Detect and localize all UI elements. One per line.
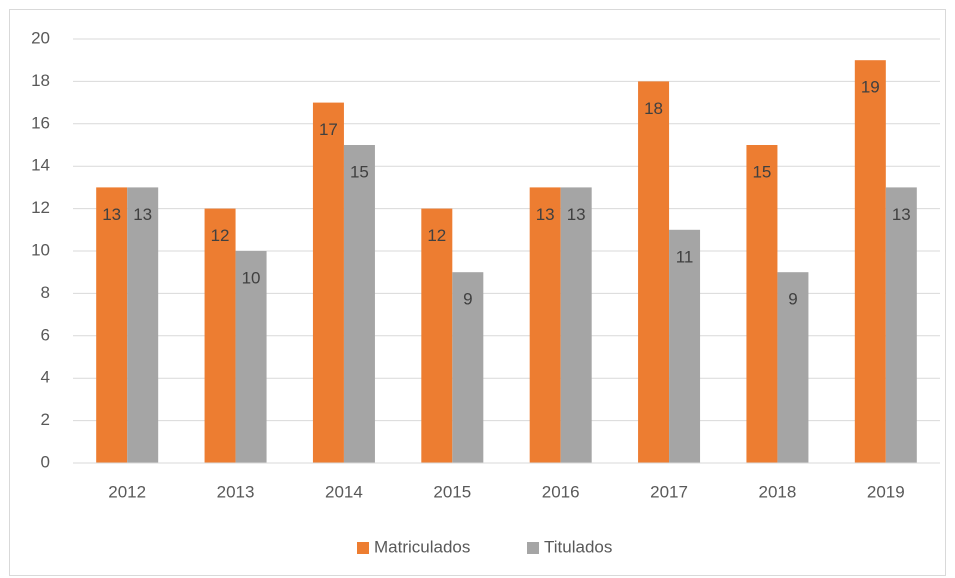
bar	[204, 208, 236, 463]
legend-swatch	[357, 542, 369, 554]
data-label: 11	[676, 247, 694, 266]
data-label: 10	[242, 268, 261, 287]
bar	[529, 187, 561, 463]
y-tick-label: 0	[41, 452, 50, 471]
x-tick-label: 2019	[867, 482, 905, 501]
data-label: 12	[427, 226, 446, 245]
x-tick-label: 2018	[759, 482, 797, 501]
x-tick-label: 2014	[325, 482, 363, 501]
y-tick-label: 4	[41, 368, 50, 387]
y-tick-label: 12	[31, 198, 50, 217]
bar	[638, 81, 670, 464]
y-tick-label: 20	[31, 28, 50, 47]
bar	[885, 187, 917, 463]
x-tick-label: 2015	[433, 482, 471, 501]
data-label: 13	[567, 205, 586, 224]
y-tick-label: 16	[31, 113, 50, 132]
data-label: 9	[788, 290, 797, 309]
y-tick-label: 6	[41, 325, 50, 344]
data-label: 19	[861, 78, 880, 97]
bar	[452, 272, 484, 463]
data-label: 12	[211, 226, 230, 245]
bar	[421, 208, 453, 463]
legend-swatch	[527, 542, 539, 554]
x-tick-label: 2017	[650, 482, 688, 501]
y-tick-label: 8	[41, 283, 50, 302]
bar	[96, 187, 128, 463]
data-label: 13	[133, 205, 152, 224]
data-label: 13	[536, 205, 555, 224]
bar	[669, 229, 701, 463]
bar	[343, 145, 375, 463]
y-tick-label: 10	[31, 240, 50, 259]
bar	[312, 102, 344, 463]
bar	[854, 60, 886, 463]
x-tick-label: 2013	[217, 482, 255, 501]
data-label: 17	[319, 120, 338, 139]
legend-label: Titulados	[544, 537, 612, 556]
data-label: 18	[644, 99, 663, 118]
bar	[560, 187, 592, 463]
bar	[777, 272, 809, 463]
data-label: 15	[752, 162, 771, 181]
y-tick-label: 18	[31, 71, 50, 90]
bar	[746, 145, 778, 463]
data-label: 9	[463, 290, 472, 309]
x-tick-label: 2012	[108, 482, 146, 501]
y-tick-label: 2	[41, 410, 50, 429]
data-label: 13	[102, 205, 121, 224]
x-tick-label: 2016	[542, 482, 580, 501]
legend-label: Matriculados	[374, 537, 470, 556]
bar	[127, 187, 159, 463]
data-label: 15	[350, 162, 369, 181]
data-label: 13	[892, 205, 911, 224]
bar	[235, 251, 267, 463]
y-tick-label: 14	[31, 156, 50, 175]
